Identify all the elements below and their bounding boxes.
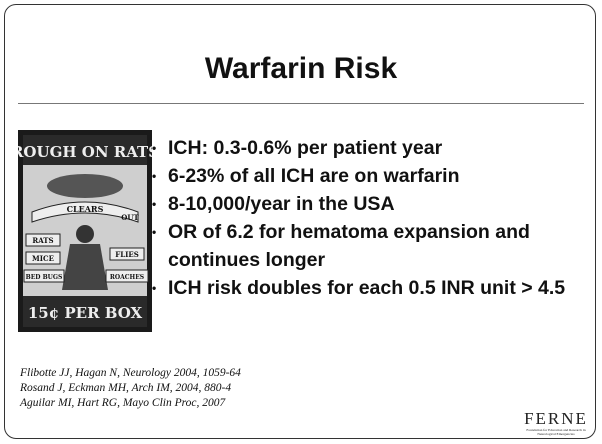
bullet-item: ICH risk doubles for each 0.5 INR unit >… — [152, 274, 596, 302]
reference: Aguilar MI, Hart RG, Mayo Clin Proc, 200… — [20, 396, 241, 411]
poster-image: ROUGH ON RATS CLEARS OUT RATS MICE FLIES… — [18, 130, 152, 332]
poster-text: BED BUGS — [26, 274, 63, 281]
poster-text: FLIES — [115, 250, 139, 259]
references: Flibotte JJ, Hagan N, Neurology 2004, 10… — [20, 366, 241, 411]
poster-text: OUT — [121, 213, 139, 222]
poster-text: 15¢ PER BOX — [28, 304, 143, 322]
poster-figure-head — [76, 225, 94, 243]
bullet-item: ICH: 0.3-0.6% per patient year — [152, 134, 596, 162]
poster-text: MICE — [32, 254, 54, 263]
poster-figure-body — [62, 244, 108, 290]
slide-title: Warfarin Risk — [0, 52, 602, 86]
title-rule — [18, 103, 584, 104]
poster-text: RATS — [32, 236, 53, 245]
reference: Flibotte JJ, Hagan N, Neurology 2004, 10… — [20, 366, 241, 381]
logo-subtitle: Foundation for Education and Research in… — [518, 428, 594, 436]
reference: Rosand J, Eckman MH, Arch IM, 2004, 880-… — [20, 381, 241, 396]
poster-rat — [47, 174, 123, 198]
slide: Warfarin Risk ROUGH ON RATS CLEARS OUT R… — [0, 0, 602, 444]
logo-name: FERNE — [518, 410, 594, 428]
bullet-item: 6-23% of all ICH are on warfarin — [152, 162, 596, 190]
ferne-logo: FERNE Foundation for Education and Resea… — [518, 410, 594, 436]
poster-text: ROACHES — [110, 274, 144, 281]
poster-text: CLEARS — [67, 204, 104, 214]
bullet-item: 8-10,000/year in the USA — [152, 190, 596, 218]
poster-text: ROUGH ON RATS — [18, 143, 152, 161]
bullet-item: OR of 6.2 for hematoma expansion and con… — [152, 218, 596, 274]
bullet-list: ICH: 0.3-0.6% per patient year6-23% of a… — [152, 134, 596, 302]
